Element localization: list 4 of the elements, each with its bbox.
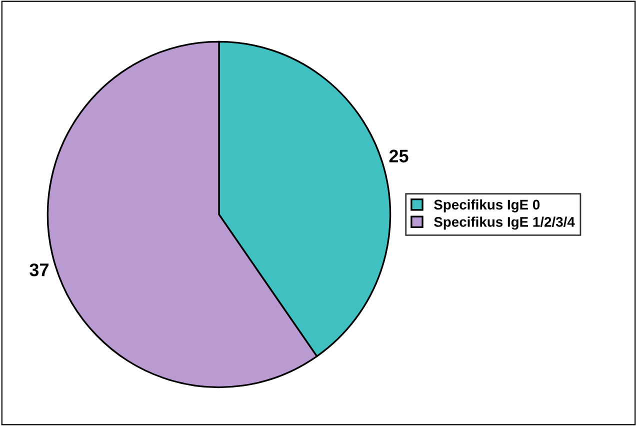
legend-label: Specifikus IgE 0 bbox=[434, 199, 540, 212]
data-label: 25 bbox=[389, 150, 408, 162]
data-label: 37 bbox=[30, 263, 48, 276]
legend-label: Specifikus IgE 1/2/3/4 bbox=[434, 216, 575, 230]
